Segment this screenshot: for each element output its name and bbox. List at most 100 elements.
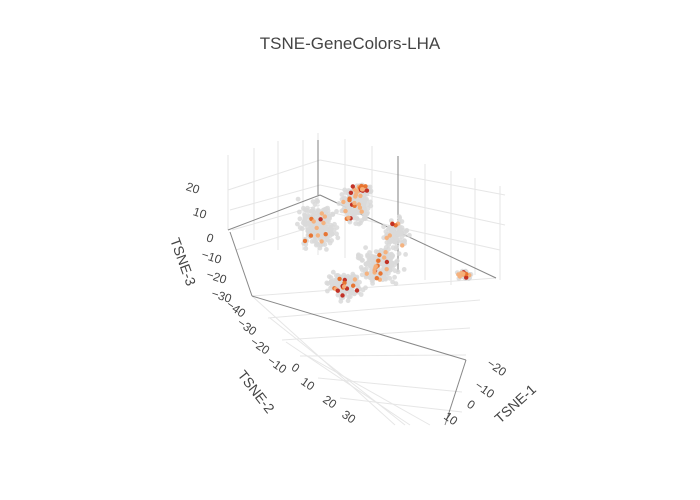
point-cloud (295, 182, 474, 304)
axis-line (227, 194, 321, 231)
data-point (335, 235, 341, 241)
data-point (364, 266, 369, 271)
data-point (349, 210, 355, 216)
data-point (297, 209, 302, 215)
data-point (363, 261, 369, 267)
highlight-point (364, 188, 370, 193)
highlight-point (390, 221, 395, 227)
data-point (308, 209, 314, 214)
data-point (310, 199, 316, 205)
data-point (318, 223, 323, 228)
data-point (363, 245, 368, 251)
data-point (325, 281, 331, 286)
data-point (403, 252, 408, 257)
data-point (363, 285, 368, 291)
data-point (388, 236, 394, 242)
x-tick-label: −20 (484, 356, 509, 379)
y-tick-label: 0 (289, 360, 303, 375)
data-point (330, 224, 335, 230)
grid-lines (227, 133, 506, 426)
y-tick-label: −10 (265, 353, 290, 376)
highlight-point (364, 271, 369, 276)
data-point (338, 298, 344, 304)
highlight-point (337, 276, 342, 282)
data-point (334, 225, 340, 231)
data-point (359, 272, 365, 278)
data-point (396, 214, 402, 220)
highlight-point (308, 233, 314, 238)
data-point (319, 228, 324, 234)
data-point (303, 246, 309, 251)
axis-line (229, 231, 253, 297)
data-point (365, 206, 371, 212)
highlight-point (383, 250, 388, 255)
x-tick-label: 0 (464, 397, 478, 412)
highlight-point (374, 276, 379, 281)
data-point (334, 209, 339, 214)
highlight-point (350, 184, 355, 189)
y-tick-label: 30 (339, 407, 358, 426)
z-tick-label: 10 (191, 204, 208, 222)
highlight-point (459, 270, 464, 276)
data-point (295, 221, 300, 227)
data-point (339, 192, 345, 197)
highlight-point (378, 271, 383, 276)
data-point (324, 247, 329, 252)
highlight-point (363, 184, 368, 189)
data-point (302, 207, 308, 213)
data-point (334, 231, 339, 237)
highlight-point (384, 235, 389, 241)
data-point (351, 273, 357, 279)
data-point (383, 245, 389, 250)
data-point (367, 250, 372, 255)
highlight-point (387, 233, 392, 238)
data-point (342, 187, 348, 193)
data-point (325, 288, 330, 294)
y-tick-label: 10 (298, 374, 317, 393)
data-point (330, 269, 336, 275)
highlight-point (323, 232, 328, 237)
axis-line (444, 359, 467, 426)
data-point (368, 270, 373, 276)
data-point (297, 216, 303, 222)
highlight-point (359, 209, 364, 214)
data-point (387, 275, 393, 281)
data-point (339, 289, 345, 295)
z-tick-label: −10 (200, 247, 224, 267)
chart-title: TSNE-GeneColors-LHA (259, 34, 441, 53)
x-axis-title: TSNE-1 (491, 381, 539, 426)
highlight-point (314, 225, 319, 231)
highlight-point (321, 220, 326, 226)
highlight-point (373, 264, 378, 269)
data-point (327, 215, 332, 221)
data-point (336, 201, 342, 206)
y-tick-label: 20 (320, 392, 339, 411)
highlight-point (343, 208, 348, 214)
highlight-point (319, 211, 324, 216)
data-point (305, 228, 311, 234)
data-point (334, 273, 339, 278)
data-point (381, 224, 386, 230)
data-point (309, 239, 315, 244)
data-point (401, 267, 407, 272)
z-tick-label: 0 (205, 230, 216, 245)
highlight-point (348, 190, 354, 195)
highlight-point (400, 243, 405, 248)
grid-line (227, 159, 321, 191)
highlight-point (353, 188, 358, 193)
data-point (314, 197, 320, 203)
data-point (389, 263, 394, 268)
highlight-point (341, 199, 346, 205)
highlight-point (335, 288, 340, 293)
data-point (335, 292, 341, 298)
data-point (382, 276, 388, 281)
grid-line (251, 277, 497, 297)
highlight-point (315, 233, 321, 238)
highlight-point (353, 192, 359, 197)
data-point (397, 230, 403, 236)
grid-line (319, 159, 506, 196)
data-point (362, 200, 368, 205)
data-point (345, 298, 351, 304)
data-point (395, 239, 401, 245)
